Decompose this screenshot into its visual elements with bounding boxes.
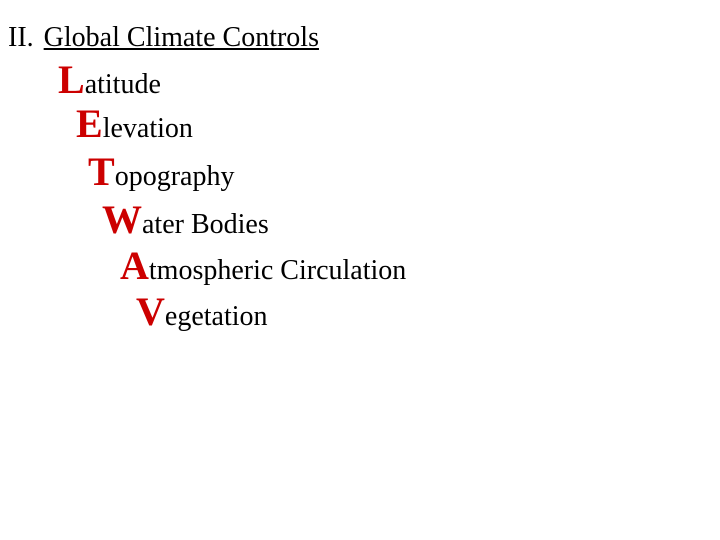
outline-item-initial: E xyxy=(76,101,103,146)
outline-item-initial: V xyxy=(136,289,165,334)
outline-item: Elevation xyxy=(76,100,193,147)
outline-numeral: II. xyxy=(8,22,34,54)
outline-heading-row: II. Global Climate Controls xyxy=(8,22,319,54)
outline-item-rest: atitude xyxy=(85,69,161,100)
outline-item: Vegetation xyxy=(136,288,268,335)
outline-item-rest: ater Bodies xyxy=(142,209,269,240)
outline-item: Atmospheric Circulation xyxy=(120,242,406,289)
outline-item-rest: tmospheric Circulation xyxy=(149,255,406,286)
outline-item-initial: T xyxy=(88,149,115,194)
outline-item-rest: levation xyxy=(103,113,193,144)
outline-item: Water Bodies xyxy=(102,196,269,243)
outline-item-initial: A xyxy=(120,243,149,288)
outline-item: Latitude xyxy=(58,56,161,103)
outline-item-initial: L xyxy=(58,57,85,102)
outline-item: Topography xyxy=(88,148,234,195)
outline-title: Global Climate Controls xyxy=(44,22,319,54)
outline-item-rest: egetation xyxy=(165,301,268,332)
outline-item-initial: W xyxy=(102,197,142,242)
outline-item-rest: opography xyxy=(115,161,235,192)
